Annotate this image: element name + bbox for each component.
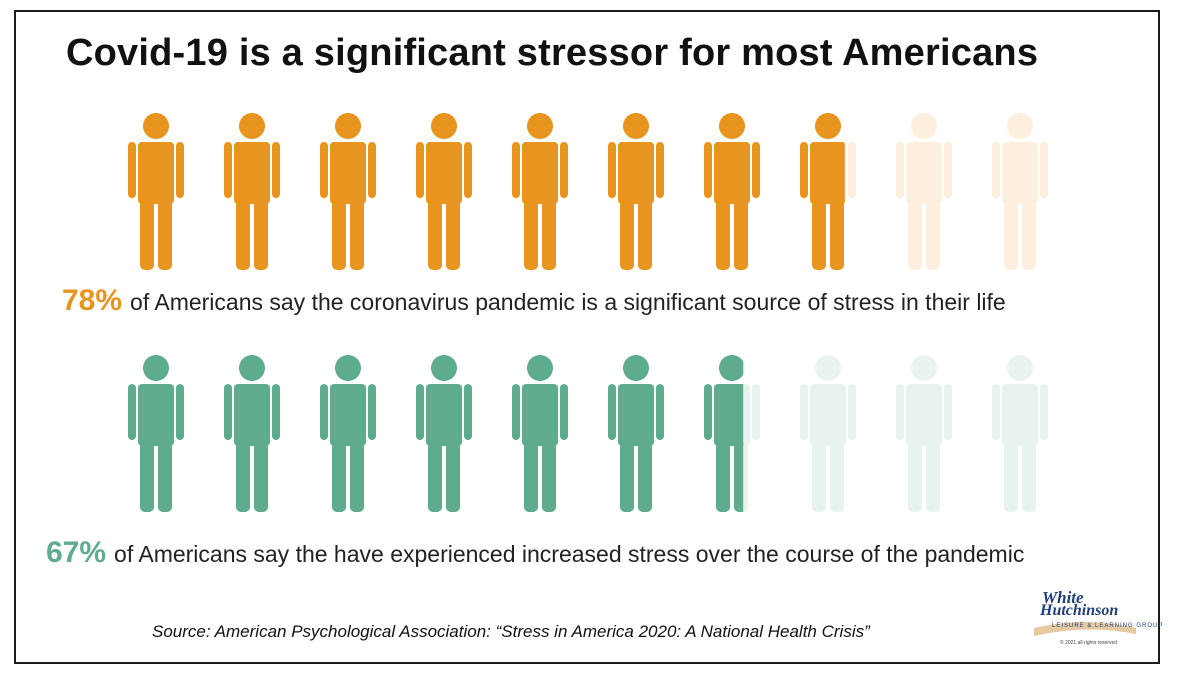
- person-icon: [128, 113, 184, 270]
- person-icon: [704, 355, 760, 512]
- person-icon: [224, 113, 280, 270]
- person-icon: [896, 355, 952, 512]
- person-icon: [224, 355, 280, 512]
- stat-line-stress-source: 78% of Americans say the coronavirus pand…: [62, 284, 1006, 318]
- logo-tagline: LEISURE & LEARNING GROUP: [1052, 623, 1164, 629]
- person-icon: [992, 113, 1048, 270]
- person-icon: [608, 113, 664, 270]
- person-icon: [128, 355, 184, 512]
- stat-percent-stress-source: 78%: [62, 284, 123, 317]
- source-citation: Source: American Psychological Associati…: [152, 622, 870, 641]
- stat-text-increased-stress: of Americans say the have experienced in…: [114, 541, 1025, 567]
- person-icon: [320, 113, 376, 270]
- page-title: Covid-19 is a significant stressor for m…: [66, 32, 1039, 74]
- person-icon: [992, 355, 1048, 512]
- person-icon: [416, 355, 472, 512]
- person-icon: [512, 113, 568, 270]
- pictograph-row-increased-stress: [0, 344, 1178, 524]
- logo-text-line1: White: [1042, 588, 1084, 607]
- person-icon: [512, 355, 568, 512]
- stat-percent-increased-stress: 67%: [46, 536, 107, 569]
- white-hutchinson-logo: White Hutchinson LEISURE & LEARNING GROU…: [1030, 588, 1162, 650]
- stat-text-stress-source: of Americans say the coronavirus pandemi…: [130, 289, 1006, 315]
- stat-line-increased-stress: 67% of Americans say the have experienced…: [46, 536, 1024, 570]
- logo-swoosh-icon: [1034, 622, 1136, 636]
- logo-text-line2: Hutchinson: [1040, 602, 1119, 619]
- person-icon: [608, 355, 664, 512]
- person-icon: [800, 355, 856, 512]
- person-icon: [416, 113, 472, 270]
- person-icon: [704, 113, 760, 270]
- pictograph-svg: [128, 355, 1048, 512]
- person-icon: [896, 113, 952, 270]
- person-icon: [800, 113, 856, 270]
- person-icon: [320, 355, 376, 512]
- pictograph-row-stress-source: [0, 102, 1178, 282]
- logo-copyright: © 2021 all rights reserved: [1060, 640, 1118, 646]
- slide-frame: [14, 10, 1160, 664]
- pictograph-svg: [128, 113, 1048, 270]
